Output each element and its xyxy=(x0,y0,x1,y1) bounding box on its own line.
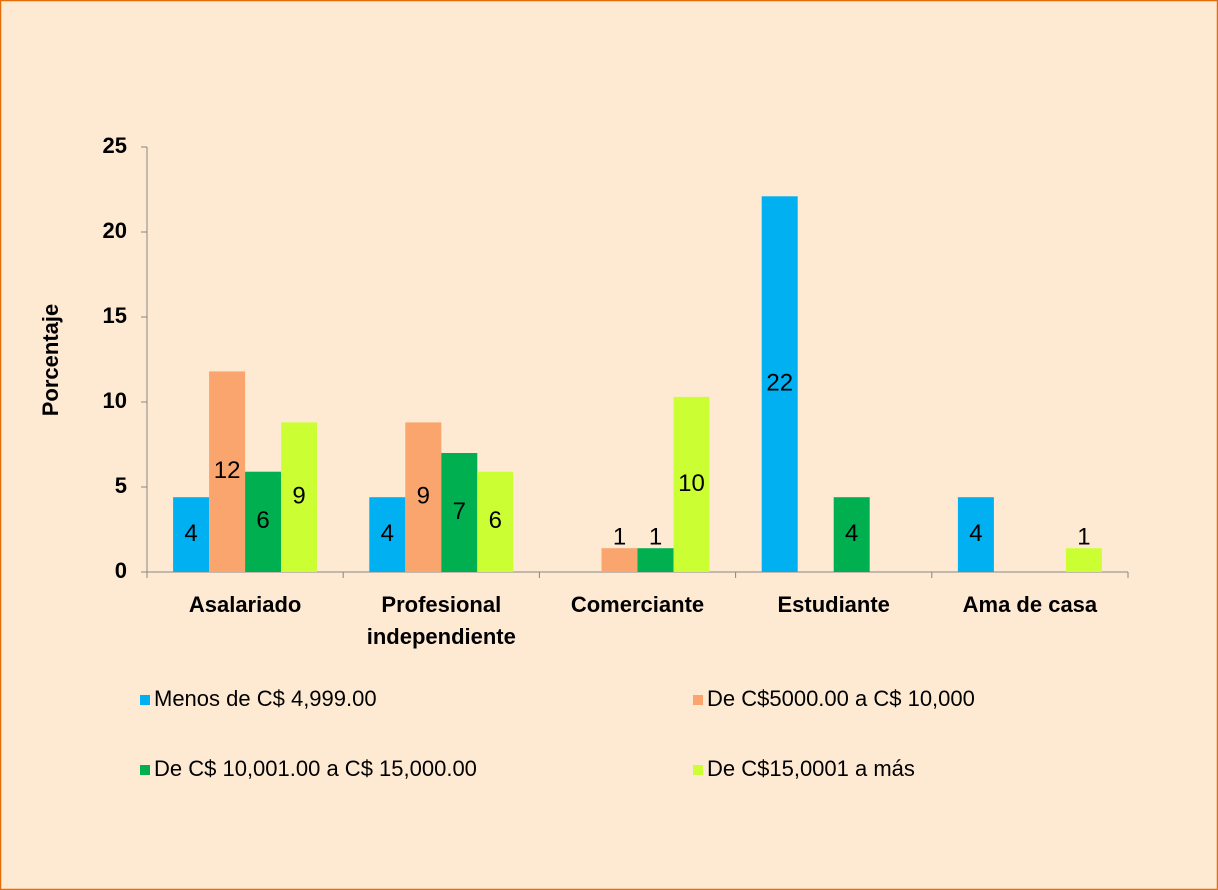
data-label: 4 xyxy=(184,520,197,547)
x-tick-label: Profesional independiente xyxy=(367,592,516,649)
y-tick-label: 20 xyxy=(103,218,127,243)
y-axis-title: Porcentaje xyxy=(38,304,63,417)
bar xyxy=(957,497,994,572)
legend-label: Menos de C$ 4,999.00 xyxy=(154,686,377,711)
legend-label: De C$15,0001 a más xyxy=(707,756,915,781)
data-label: 10 xyxy=(678,470,705,497)
data-label: 22 xyxy=(766,369,793,396)
bar xyxy=(441,453,478,572)
legend-swatch xyxy=(693,695,703,705)
data-label: 1 xyxy=(1077,524,1090,551)
data-label: 4 xyxy=(845,520,858,547)
legend-swatch xyxy=(140,765,150,775)
x-tick-label: Estudiante xyxy=(777,592,889,617)
bar xyxy=(209,371,246,572)
data-label: 9 xyxy=(417,483,430,510)
data-label: 1 xyxy=(649,524,662,551)
bar xyxy=(477,471,514,572)
data-label: 6 xyxy=(489,507,502,534)
bar xyxy=(281,422,318,572)
x-tick-label: Asalariado xyxy=(189,592,302,617)
legend-label: De C$ 10,001.00 a C$ 15,000.00 xyxy=(154,756,477,781)
y-tick-label: 0 xyxy=(115,558,127,583)
y-tick-label: 15 xyxy=(103,303,127,328)
bar xyxy=(1065,548,1102,572)
y-tick-label: 25 xyxy=(103,133,127,158)
legend-label: De C$5000.00 a C$ 10,000 xyxy=(707,686,975,711)
data-label: 9 xyxy=(292,483,305,510)
bar xyxy=(405,422,442,572)
data-label: 12 xyxy=(214,457,241,484)
legend-swatch xyxy=(140,695,150,705)
x-tick-label: Comerciante xyxy=(571,592,704,617)
data-label: 7 xyxy=(453,498,466,525)
data-label: 6 xyxy=(256,507,269,534)
data-label: 4 xyxy=(381,520,394,547)
data-label: 1 xyxy=(613,524,626,551)
bar xyxy=(833,497,870,572)
bar xyxy=(637,548,674,572)
bar xyxy=(761,196,798,573)
y-tick-label: 5 xyxy=(115,473,127,498)
bar xyxy=(369,497,406,572)
x-tick-label: Ama de casa xyxy=(963,592,1098,617)
bar xyxy=(173,497,210,572)
bar xyxy=(245,471,282,572)
data-label: 4 xyxy=(969,520,982,547)
bar xyxy=(601,548,638,572)
legend-swatch xyxy=(693,765,703,775)
bar xyxy=(673,396,710,572)
y-tick-label: 10 xyxy=(103,388,127,413)
